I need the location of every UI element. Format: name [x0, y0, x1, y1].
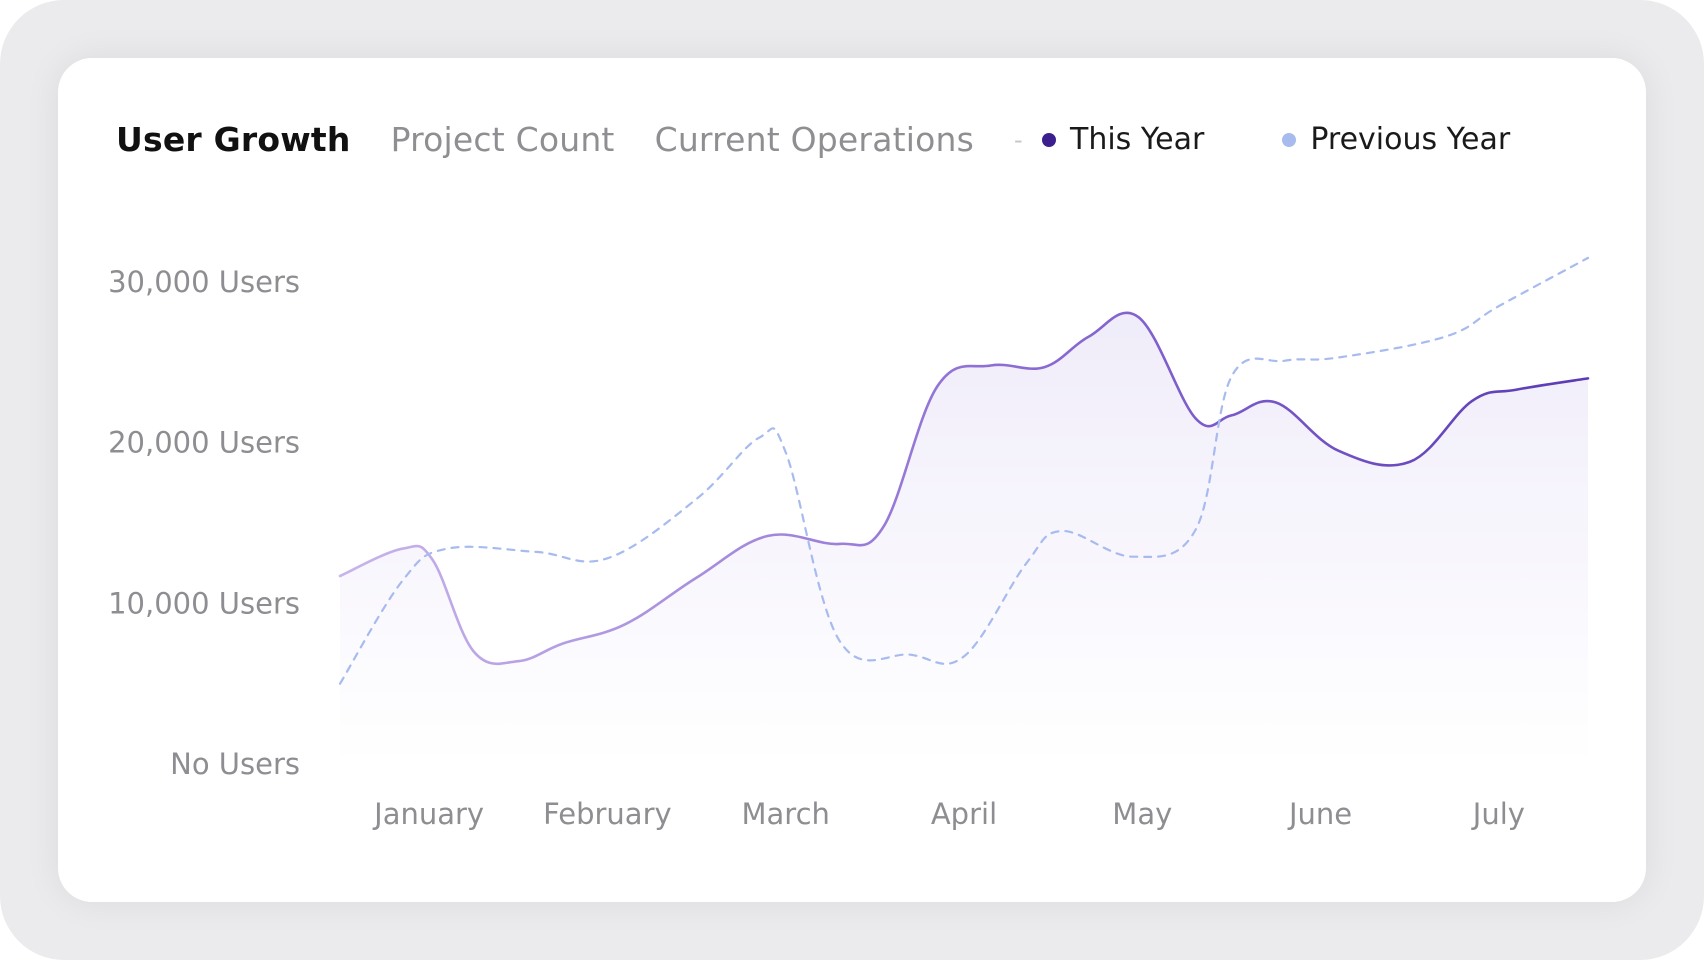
x-axis: January February March April May June July	[372, 797, 1525, 831]
plot-area	[338, 256, 1590, 764]
legend-dot-this-year	[1042, 132, 1056, 147]
line-this-year	[338, 311, 1590, 666]
x-tick-label: May	[1112, 797, 1172, 831]
line-previous-year	[338, 256, 1590, 685]
legend-label-this-year: This Year	[1070, 122, 1205, 157]
tab-bar: User Growth Project Count Current Operat…	[116, 120, 1023, 159]
x-tick-label: April	[931, 797, 997, 831]
legend-label-previous-year: Previous Year	[1310, 122, 1511, 157]
chart-legend: This Year Previous Year	[1042, 122, 1588, 157]
y-tick-label: No Users	[170, 747, 300, 781]
tab-user-growth[interactable]: User Growth	[116, 120, 351, 159]
y-tick-label: 10,000 Users	[108, 586, 300, 620]
user-growth-chart: 30,000 Users 20,000 Users 10,000 Users No U…	[108, 256, 1590, 831]
tab-separator: -	[1014, 125, 1023, 154]
legend-item-previous-year[interactable]: Previous Year	[1282, 122, 1510, 157]
legend-item-this-year[interactable]: This Year	[1042, 122, 1204, 157]
tab-project-count[interactable]: Project Count	[390, 120, 615, 159]
legend-dot-previous-year	[1282, 132, 1297, 147]
tab-current-operations[interactable]: Current Operations	[654, 120, 975, 159]
y-tick-label: 30,000 Users	[108, 265, 300, 299]
chart-card: User Growth Project Count Current Operat…	[58, 58, 1646, 902]
x-tick-label: March	[742, 797, 830, 831]
y-tick-label: 20,000 Users	[108, 426, 300, 460]
x-tick-label: February	[543, 797, 672, 831]
y-axis: 30,000 Users 20,000 Users 10,000 Users No U…	[108, 265, 300, 781]
x-tick-label: June	[1287, 797, 1352, 831]
x-tick-label: July	[1471, 797, 1525, 831]
area-this-year	[340, 312, 1588, 764]
x-tick-label: January	[372, 797, 484, 831]
